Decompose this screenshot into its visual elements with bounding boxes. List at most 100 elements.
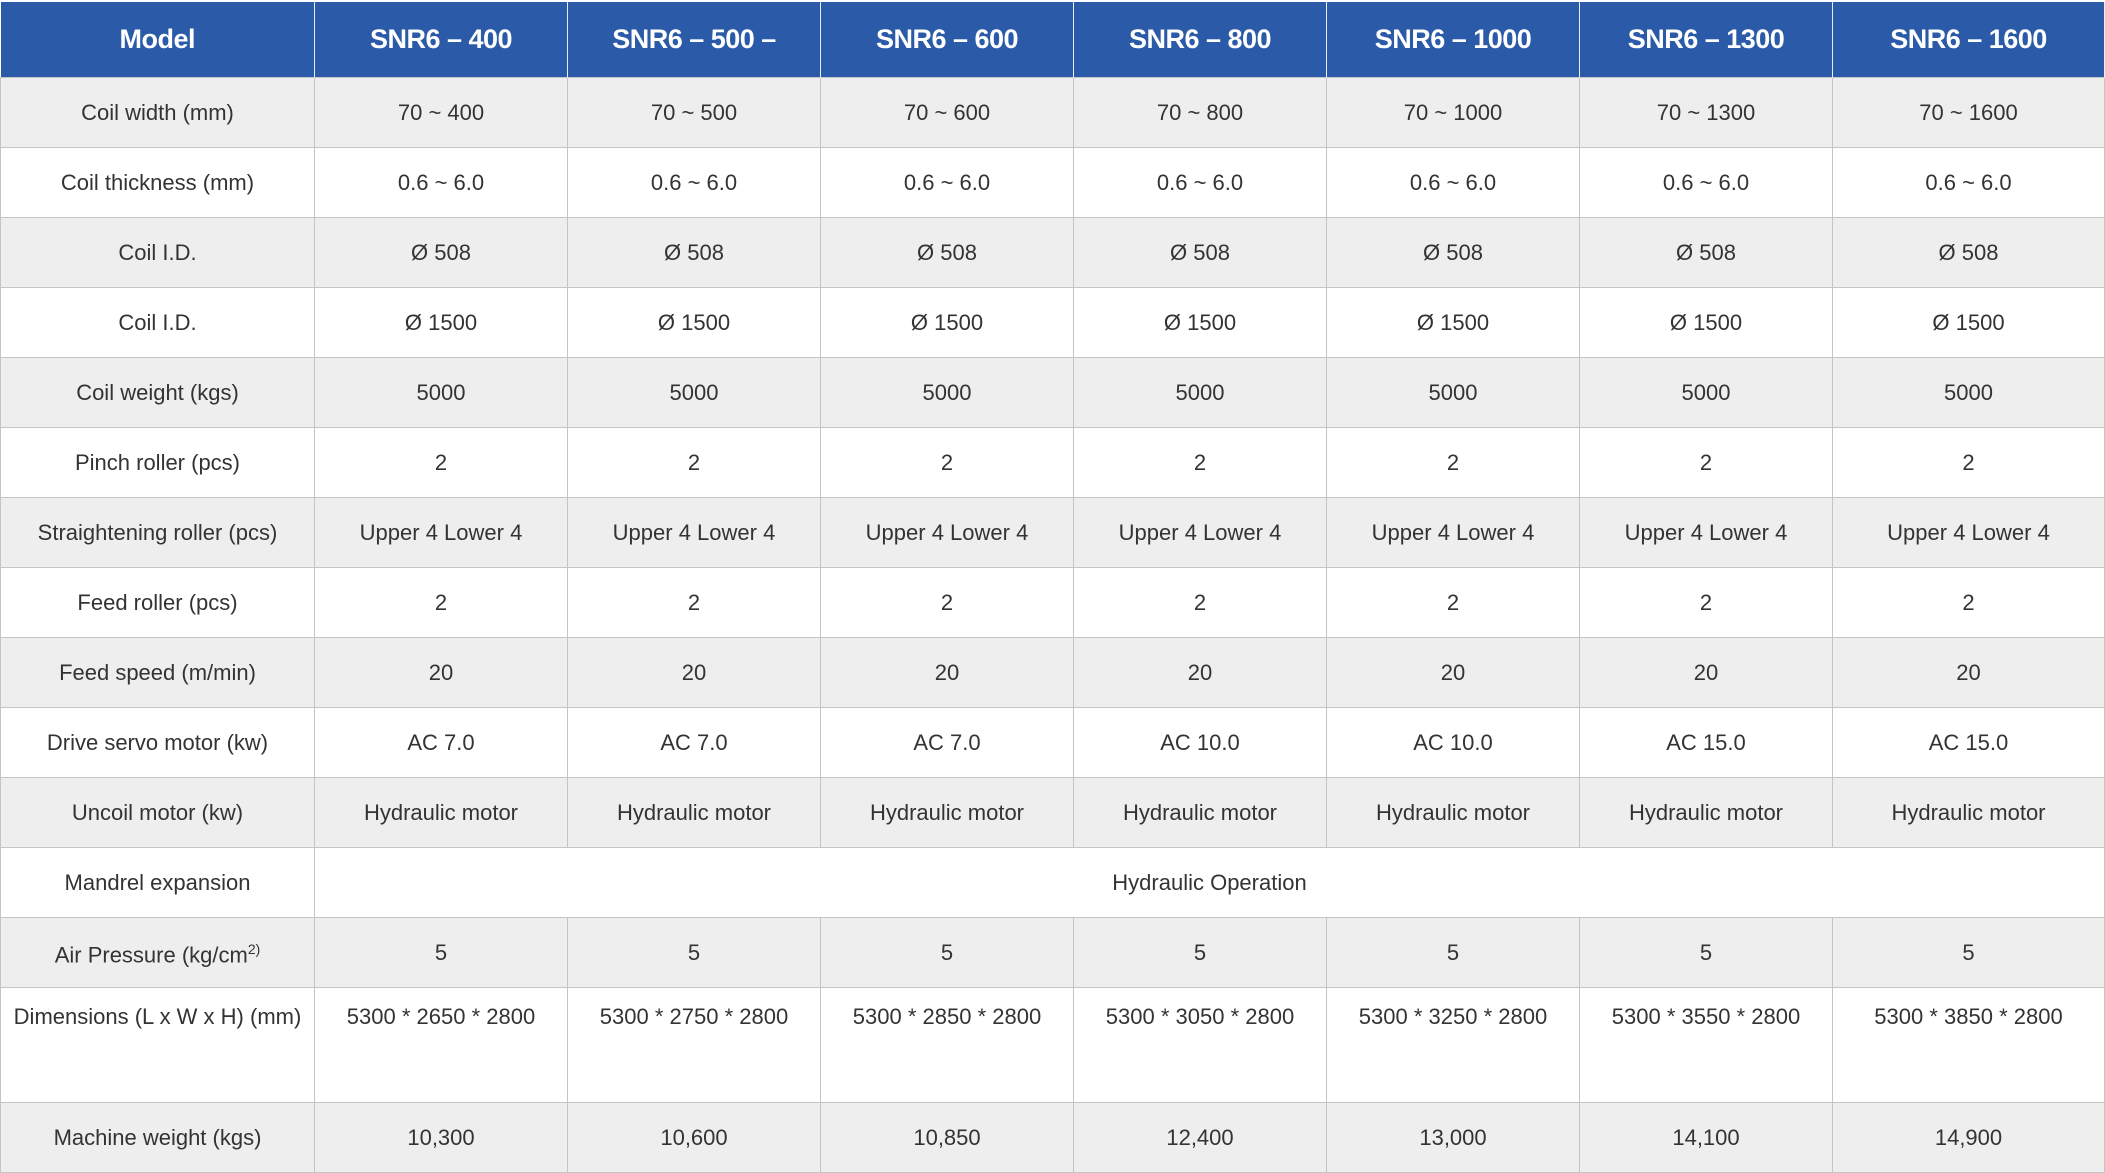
row-label: Drive servo motor (kw) (0, 707, 315, 778)
table-cell: 20 (567, 637, 821, 708)
table-cell: 5300 * 3050 * 2800 (1073, 987, 1327, 1103)
table-cell: 20 (1832, 637, 2105, 708)
row-label-text: Coil I.D. (118, 239, 197, 265)
header-model-column: SNR6 – 800 (1073, 2, 1327, 78)
table-row: Coil width (mm) 70 ~ 400 70 ~ 500 70 ~ 600 7… (0, 77, 2105, 148)
header-model-column: SNR6 – 1000 (1326, 2, 1580, 78)
header-row: Model SNR6 – 400 SNR6 – 500 – SNR6 – 600 SNR… (0, 2, 2105, 78)
table-cell: 5300 * 3850 * 2800 (1832, 987, 2105, 1103)
table-cell: Upper 4 Lower 4 (567, 497, 821, 568)
table-cell: 5300 * 3250 * 2800 (1326, 987, 1580, 1103)
table-cell: Hydraulic motor (820, 777, 1074, 848)
row-label-text: Drive servo motor (kw) (46, 729, 269, 755)
table-cell: 70 ~ 400 (314, 77, 568, 148)
header-model-column: SNR6 – 600 (820, 2, 1074, 78)
table-cell: 20 (820, 637, 1074, 708)
table-row: Coil weight (kgs) 5000 5000 5000 5000 5000 500… (0, 357, 2105, 428)
table-cell: 5 (1579, 917, 1833, 988)
table-cell: Hydraulic motor (1073, 777, 1327, 848)
table-cell: 5 (314, 917, 568, 988)
row-label: Uncoil motor (kw) (0, 777, 315, 848)
header-model-column: SNR6 – 400 (314, 2, 568, 78)
row-label-text: Straightening roller (pcs) (37, 519, 278, 545)
table-cell: 20 (1326, 637, 1580, 708)
table-cell: 0.6 ~ 6.0 (1832, 147, 2105, 218)
table-cell: 5300 * 2750 * 2800 (567, 987, 821, 1103)
table-cell: 14,900 (1832, 1102, 2105, 1173)
table-row: Machine weight (kgs) 10,300 10,600 10,850 12… (0, 1102, 2105, 1173)
table-cell: 10,850 (820, 1102, 1074, 1173)
table-row: Pinch roller (pcs) 2 2 2 2 2 2 2 (0, 427, 2105, 498)
table-cell: 70 ~ 1600 (1832, 77, 2105, 148)
table-cell: Ø 508 (1832, 217, 2105, 288)
table-cell: 0.6 ~ 6.0 (820, 147, 1074, 218)
table-cell: AC 10.0 (1073, 707, 1327, 778)
table-cell: 70 ~ 1300 (1579, 77, 1833, 148)
table-cell: Ø 1500 (1579, 287, 1833, 358)
row-label: Dimensions (L x W x H) (mm) (0, 987, 315, 1103)
table-cell: 2 (1073, 427, 1327, 498)
table-cell: Hydraulic motor (1832, 777, 2105, 848)
row-label-text: Feed roller (pcs) (77, 589, 238, 615)
table-row: Coil I.D. Ø 508 Ø 508 Ø 508 Ø 508 Ø 508 Ø 508 Ø… (0, 217, 2105, 288)
table-cell: Upper 4 Lower 4 (1579, 497, 1833, 568)
table-cell: 10,600 (567, 1102, 821, 1173)
table-cell: 2 (567, 427, 821, 498)
table-cell: AC 10.0 (1326, 707, 1580, 778)
table-cell: 5 (1832, 917, 2105, 988)
row-label: Machine weight (kgs) (0, 1102, 315, 1173)
table-cell: 70 ~ 800 (1073, 77, 1327, 148)
table-cell: 5000 (1579, 357, 1833, 428)
table-cell: AC 15.0 (1579, 707, 1833, 778)
table-row: Straightening roller (pcs) Upper 4 Lower … (0, 497, 2105, 568)
table-cell: Hydraulic motor (1579, 777, 1833, 848)
row-label-text: Uncoil motor (kw) (71, 799, 244, 825)
table-cell: 70 ~ 1000 (1326, 77, 1580, 148)
table-cell: Hydraulic motor (567, 777, 821, 848)
table-cell: Upper 4 Lower 4 (820, 497, 1074, 568)
table-cell: Ø 508 (1326, 217, 1580, 288)
table-cell: 20 (1073, 637, 1327, 708)
row-label-text: Air Pressure (kg/cm (54, 942, 248, 968)
table-cell: 2 (1326, 567, 1580, 638)
table-cell: 10,300 (314, 1102, 568, 1173)
row-label: Mandrel expansion (0, 847, 315, 918)
table-cell: 2 (820, 567, 1074, 638)
table-cell: 0.6 ~ 6.0 (1579, 147, 1833, 218)
table-cell: 2 (1579, 567, 1833, 638)
table-cell: 5000 (1832, 357, 2105, 428)
table-cell: 70 ~ 600 (820, 77, 1074, 148)
table-cell: 0.6 ~ 6.0 (1073, 147, 1327, 218)
table-cell: Upper 4 Lower 4 (1326, 497, 1580, 568)
table-row: Mandrel expansion Hydraulic Operation (0, 847, 2105, 918)
table-row: Air Pressure (kg/cm2) 5 5 5 5 5 5 5 (0, 917, 2105, 988)
table-cell: 0.6 ~ 6.0 (567, 147, 821, 218)
table-cell: 5 (567, 917, 821, 988)
row-label-text: Coil width (mm) (81, 99, 234, 125)
table-cell: 5 (1073, 917, 1327, 988)
row-label-text: Dimensions (L x W x H) (mm) (13, 1004, 302, 1029)
table-cell: 5000 (1073, 357, 1327, 428)
row-label: Coil I.D. (0, 217, 315, 288)
row-label: Coil I.D. (0, 287, 315, 358)
header-model-column: SNR6 – 1600 (1832, 2, 2105, 78)
table-cell: 2 (1326, 427, 1580, 498)
table-cell: 2 (1832, 567, 2105, 638)
table-cell: AC 7.0 (820, 707, 1074, 778)
table-cell: 2 (820, 427, 1074, 498)
table-cell: 5 (1326, 917, 1580, 988)
row-label: Pinch roller (pcs) (0, 427, 315, 498)
header-model-column: SNR6 – 500 – (567, 2, 821, 78)
table-row: Feed roller (pcs) 2 2 2 2 2 2 2 (0, 567, 2105, 638)
table-cell: 0.6 ~ 6.0 (1326, 147, 1580, 218)
row-label: Coil thickness (mm) (0, 147, 315, 218)
table-cell: Ø 1500 (1073, 287, 1327, 358)
table-cell: Upper 4 Lower 4 (314, 497, 568, 568)
row-label-text: Machine weight (kgs) (53, 1124, 262, 1150)
table-cell: AC 7.0 (314, 707, 568, 778)
header-model: Model (0, 2, 315, 78)
table-cell: 2 (314, 567, 568, 638)
row-label-text: Feed speed (m/min) (59, 659, 256, 685)
table-cell: Ø 508 (1579, 217, 1833, 288)
